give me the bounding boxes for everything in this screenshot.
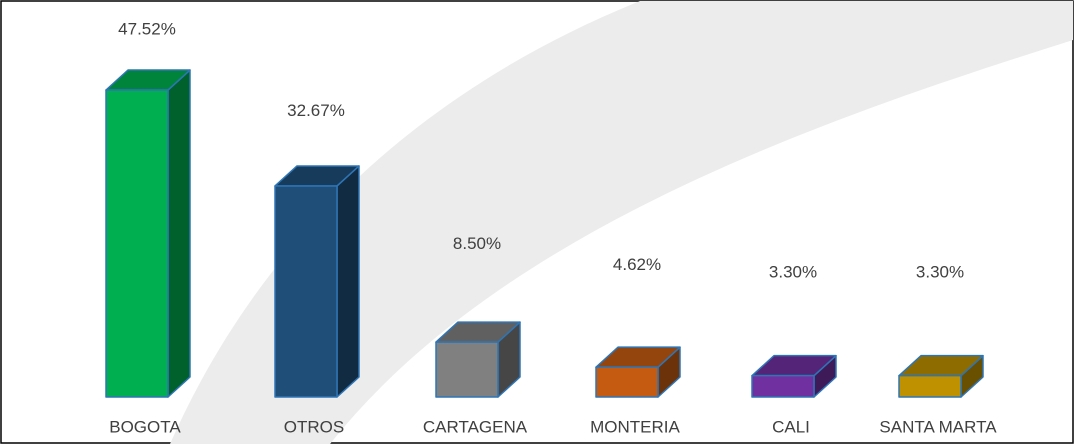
bar [274,185,338,398]
bar [595,366,659,398]
data-label: 3.30% [769,262,817,281]
data-label: 4.62% [613,255,661,274]
x-tick-label: SANTA MARTA [879,417,997,436]
bar [898,374,962,398]
data-label: 32.67% [287,101,345,120]
bar-side [167,69,191,398]
bar [435,341,499,398]
x-tick-label: OTROS [284,417,344,436]
x-tick-label: CARTAGENA [423,417,528,436]
x-tick-label: CALI [772,417,810,436]
bar [105,89,169,398]
x-tick-label: BOGOTA [109,417,181,436]
data-label: 3.30% [916,262,964,281]
background-swoosh [170,1,1073,444]
bar-side [336,165,360,398]
x-tick-label: MONTERIA [590,417,680,436]
data-label: 8.50% [453,234,501,253]
data-label: 47.52% [118,20,176,39]
bar [751,374,815,398]
